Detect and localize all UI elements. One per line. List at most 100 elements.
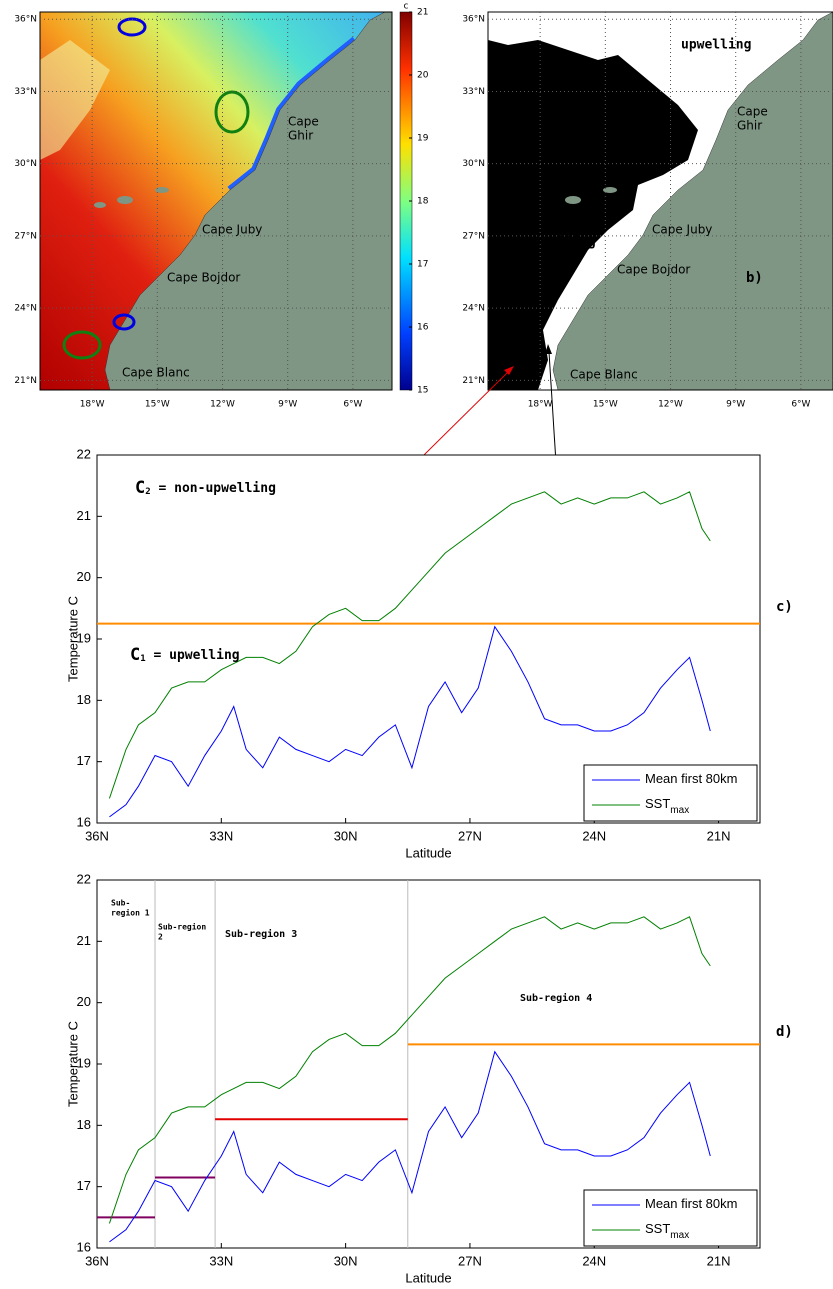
map-a — [40, 12, 392, 390]
y-axis-label: Temperature C — [65, 596, 80, 682]
island — [117, 196, 133, 204]
y-tick-label: 20 — [77, 994, 91, 1009]
x-tick-label: 18°W — [80, 400, 105, 410]
legend-label: SSTmax — [645, 796, 689, 815]
legend-subscript: max — [670, 1230, 689, 1241]
series-line — [109, 625, 711, 818]
y-tick-label: 22 — [77, 446, 91, 461]
colorbar-tick-label: 20 — [417, 71, 429, 81]
place-label: Cape Blanc — [570, 368, 638, 382]
legend-label: SSTmax — [645, 1221, 689, 1240]
x-tick-label: 36N — [85, 828, 109, 843]
legend-text: SST — [645, 796, 670, 811]
series-line — [108, 491, 711, 799]
region-label: Sub-region — [158, 922, 206, 932]
series-line — [108, 916, 711, 1224]
land — [552, 12, 833, 390]
annotation-text: C — [135, 478, 145, 498]
y-tick-label: 27°N — [462, 231, 485, 241]
colorbar-tick-label: 19 — [417, 134, 429, 144]
region-label: Sub-region 4 — [520, 992, 592, 1004]
non-upwelling-area — [488, 40, 698, 390]
legend-subscript: max — [670, 805, 689, 816]
highlight — [214, 90, 250, 134]
colorbar-tick-label: 17 — [417, 260, 428, 270]
y-tick-label: 21 — [77, 933, 91, 948]
place-label: Ghir — [737, 119, 762, 133]
colorbar-tick-label: 21 — [417, 8, 428, 18]
x-tick-label: 21N — [707, 828, 731, 843]
annotation: C1 = upwelling — [130, 645, 240, 665]
y-tick-label: 33°N — [462, 87, 485, 97]
legend — [583, 1189, 758, 1247]
place-label: Cape Blanc — [122, 366, 190, 380]
x-tick-label: 18°W — [528, 400, 553, 410]
region-label: Sub-region 3 — [225, 928, 297, 940]
y-tick-label: 24°N — [462, 304, 485, 314]
annotation-text: = upwelling — [146, 648, 240, 663]
y-tick-label: 21 — [77, 508, 91, 523]
place-label: Cape Bojdor — [617, 263, 690, 277]
x-tick-label: 12°W — [658, 400, 683, 410]
plot-area — [96, 454, 761, 824]
y-tick-label: 36°N — [14, 15, 37, 25]
highlight — [112, 313, 136, 331]
y-tick-label: 30°N — [14, 159, 37, 169]
arrow-head — [545, 344, 552, 354]
annotation-subscript: 2 — [145, 487, 150, 497]
map-frame — [39, 11, 393, 391]
island — [565, 196, 581, 204]
colorbar-tick-label: 15 — [417, 386, 428, 396]
legend-label: Mean first 80km — [645, 1196, 737, 1211]
x-tick-label: 9°W — [726, 400, 745, 410]
x-axis-label: Latitude — [405, 1270, 451, 1285]
highlight — [62, 330, 102, 360]
x-tick-label: 15°W — [145, 400, 170, 410]
x-tick-label: 15°W — [593, 400, 618, 410]
x-tick-label: 12°W — [210, 400, 235, 410]
y-axis-label: Temperature C — [65, 1021, 80, 1107]
x-tick-label: 9°W — [278, 400, 297, 410]
y-tick-label: 33°N — [14, 87, 37, 97]
y-tick-label: 16 — [77, 814, 91, 829]
x-tick-label: 24N — [582, 1253, 606, 1268]
y-tick-label: 17 — [77, 1178, 91, 1193]
map-overlay: 18°W 15°W 12°W 9°W 6°W 36°N 33°N 30°N 27°N 24°N 21… — [14, 12, 392, 410]
plot-area — [96, 879, 761, 1249]
legend-text: Mean first 80km — [645, 771, 737, 786]
panel-label: b) — [746, 270, 763, 286]
y-tick-label: 17 — [77, 753, 91, 768]
x-tick-label: 6°W — [791, 400, 810, 410]
annotation-text: C — [130, 645, 140, 665]
region-label: non-upwelling — [494, 235, 596, 250]
y-tick-label: 21°N — [462, 376, 485, 386]
y-tick-label: 19 — [77, 630, 91, 645]
y-tick-label: 20 — [77, 569, 91, 584]
region-label: upwelling — [681, 38, 751, 53]
map-b — [487, 11, 833, 391]
legend-text: Mean first 80km — [645, 1196, 737, 1211]
island — [94, 202, 106, 208]
y-tick-label: 22 — [77, 871, 91, 886]
place-label: Cape — [737, 105, 768, 119]
y-tick-label: 30°N — [462, 159, 485, 169]
colorbar-tick-label: 18 — [417, 197, 429, 207]
x-tick-label: 21N — [707, 1253, 731, 1268]
panel-label: c) — [776, 599, 793, 615]
place-label: Cape Juby — [652, 223, 712, 237]
y-tick-label: 18 — [77, 692, 91, 707]
x-tick-label: 36N — [85, 1253, 109, 1268]
map-frame — [487, 11, 833, 391]
place-label: Ghir — [288, 129, 313, 143]
annotation: C2 = non-upwelling — [135, 478, 276, 498]
region-label: Sub- — [111, 899, 130, 908]
cloud — [40, 40, 110, 160]
x-tick-label: 33N — [209, 828, 233, 843]
x-tick-label: 33N — [209, 1253, 233, 1268]
arrow-head — [504, 366, 514, 375]
y-tick-label: 27°N — [14, 231, 37, 241]
legend — [583, 764, 758, 822]
place-label: Cape Bojdor — [167, 271, 240, 285]
y-tick-label: 24°N — [14, 304, 37, 314]
colorbar-tick-label: 16 — [417, 323, 429, 333]
